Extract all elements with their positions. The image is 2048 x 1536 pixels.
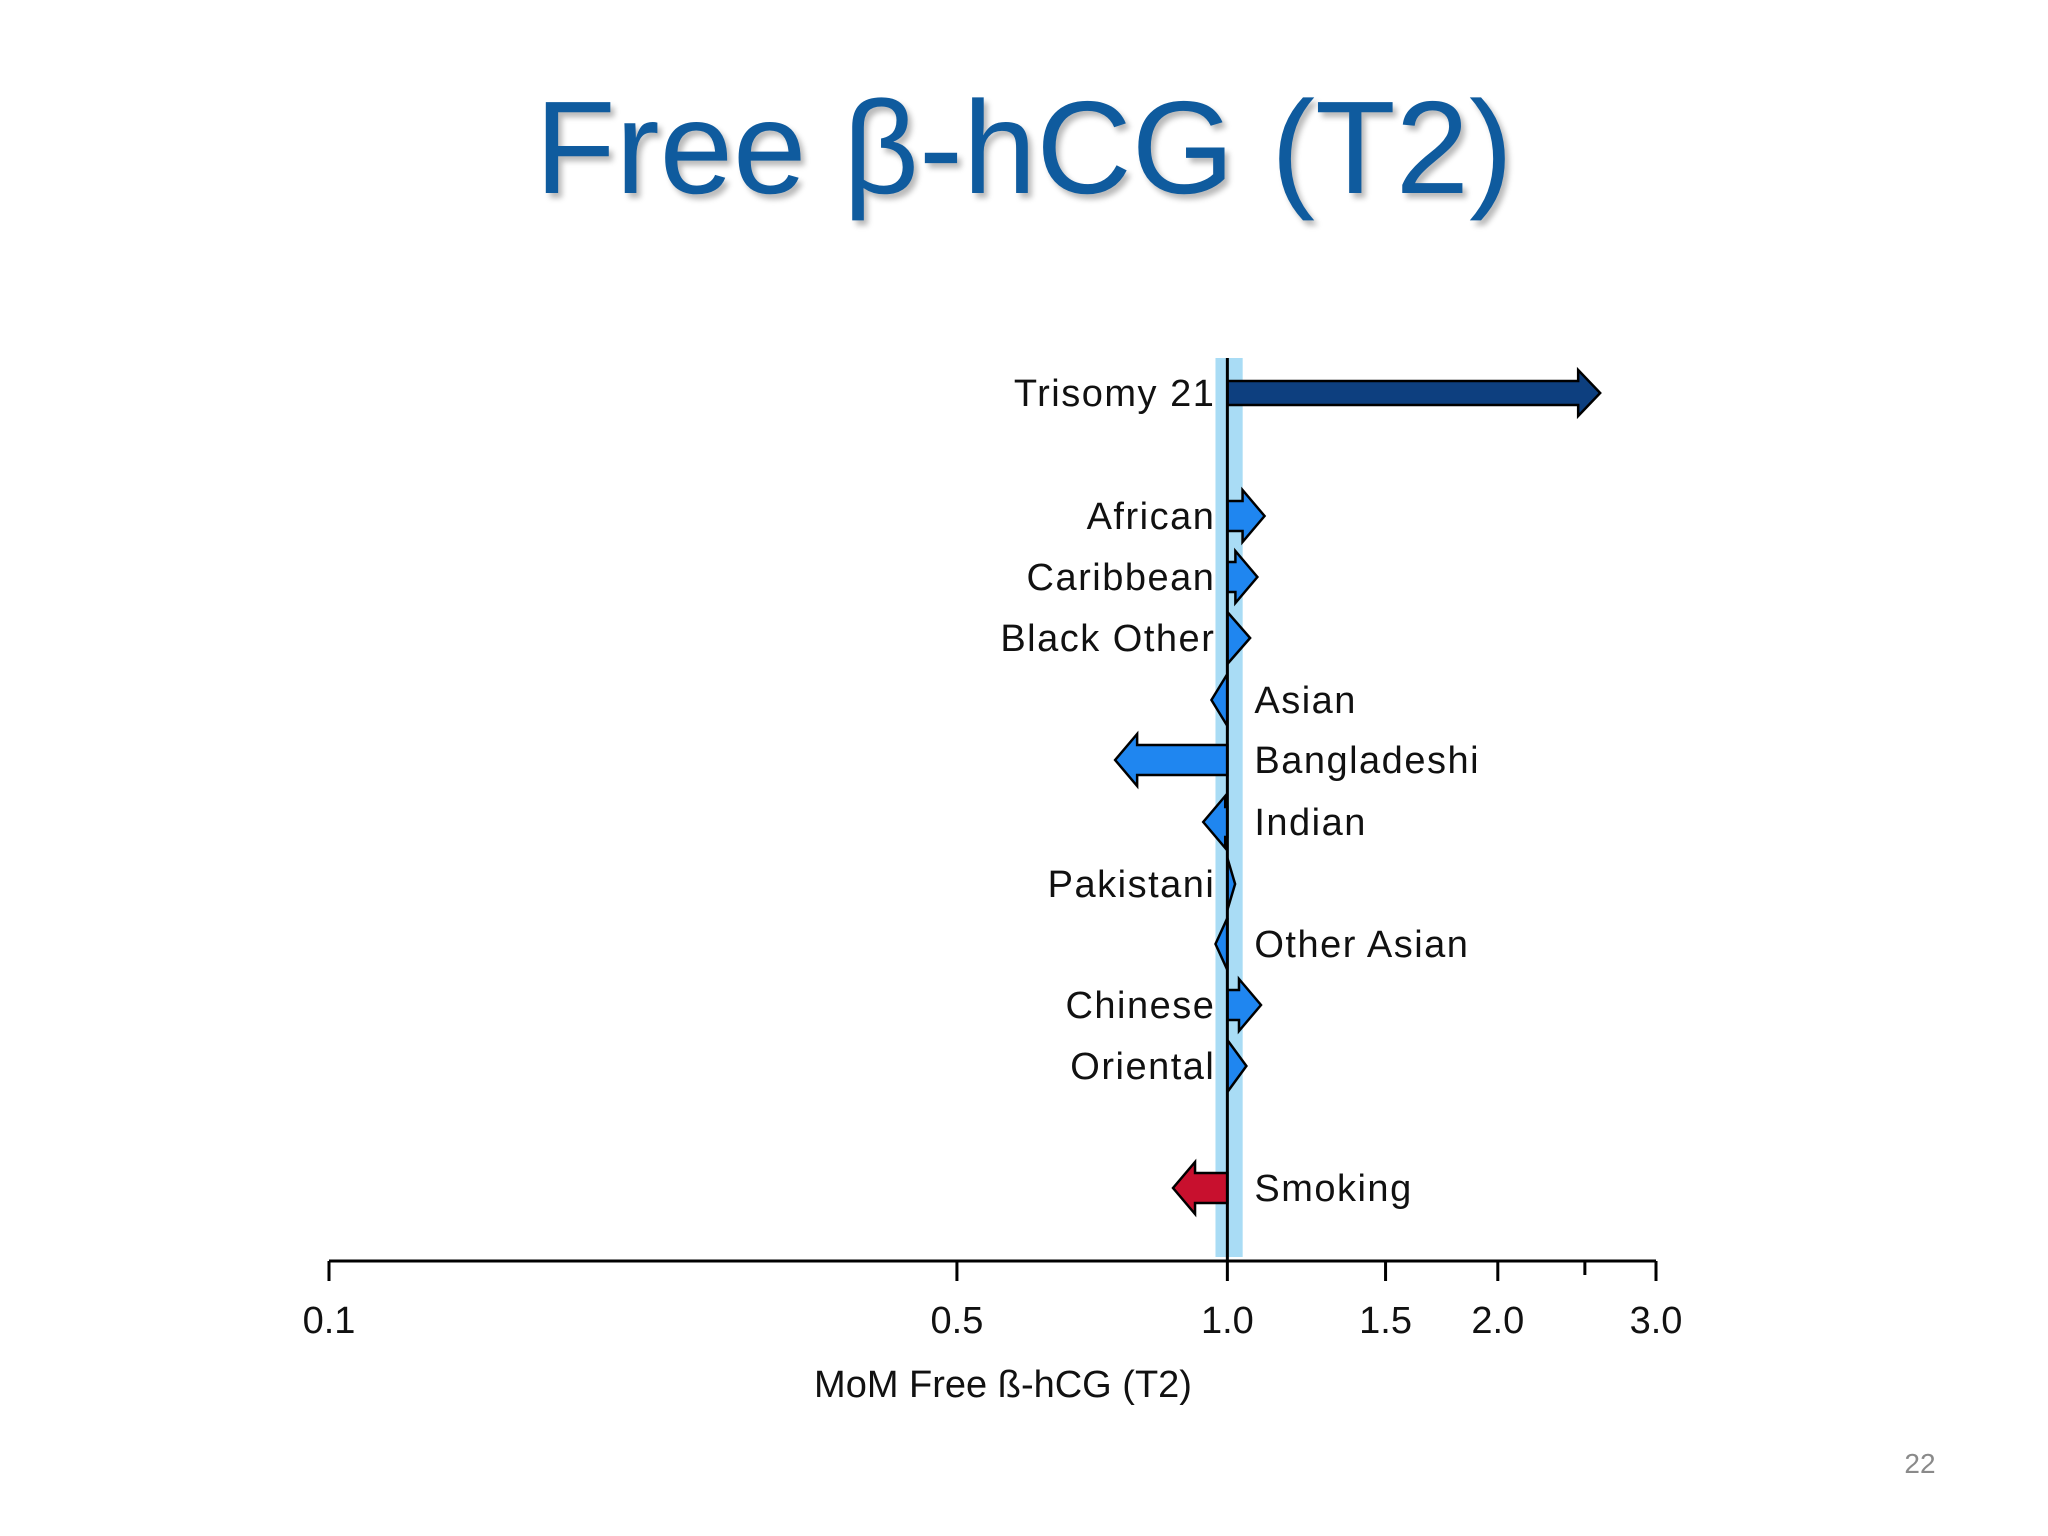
label-black-other: Black Other [1000, 618, 1215, 660]
x-axis: 0.1 0.5 1.0 1.5 2.0 3.0 MoM Free ß-hCG (T2) [303, 1259, 1683, 1406]
arrow-bangladeshi [1113, 730, 1229, 790]
x-tick-label: 1.0 [1201, 1300, 1254, 1342]
label-bangladeshi: Bangladeshi [1254, 740, 1480, 782]
slide-title: Free β-hCG (T2) [534, 74, 1513, 221]
x-tick-label: 0.1 [303, 1300, 356, 1342]
category-labels: Trisomy 21 African Caribbean Black Other Asi… [1000, 373, 1480, 1210]
x-tick-label: 1.5 [1359, 1300, 1412, 1342]
arrow-smoking [1171, 1158, 1229, 1218]
label-trisomy-21: Trisomy 21 [1014, 373, 1216, 415]
label-smoking: Smoking [1254, 1168, 1412, 1210]
label-oriental: Oriental [1070, 1046, 1215, 1088]
arrow-indian [1201, 792, 1229, 852]
x-tick-label: 2.0 [1471, 1300, 1524, 1342]
label-asian: Asian [1254, 680, 1357, 722]
x-tick-label: 0.5 [931, 1300, 984, 1342]
label-pakistani: Pakistani [1048, 864, 1216, 906]
label-indian: Indian [1254, 802, 1367, 844]
x-axis-title: MoM Free ß-hCG (T2) [814, 1364, 1192, 1406]
arrow-african [1226, 486, 1267, 546]
label-chinese: Chinese [1065, 985, 1215, 1027]
label-caribbean: Caribbean [1027, 557, 1216, 599]
label-african: African [1087, 496, 1216, 538]
x-tick-label: 3.0 [1630, 1300, 1683, 1342]
arrow-layer [1113, 358, 1602, 1261]
label-other-asian: Other Asian [1254, 924, 1469, 966]
page-number: 22 [1904, 1448, 1936, 1479]
arrow-trisomy-21 [1226, 366, 1602, 420]
arrow-chinese [1226, 975, 1263, 1035]
